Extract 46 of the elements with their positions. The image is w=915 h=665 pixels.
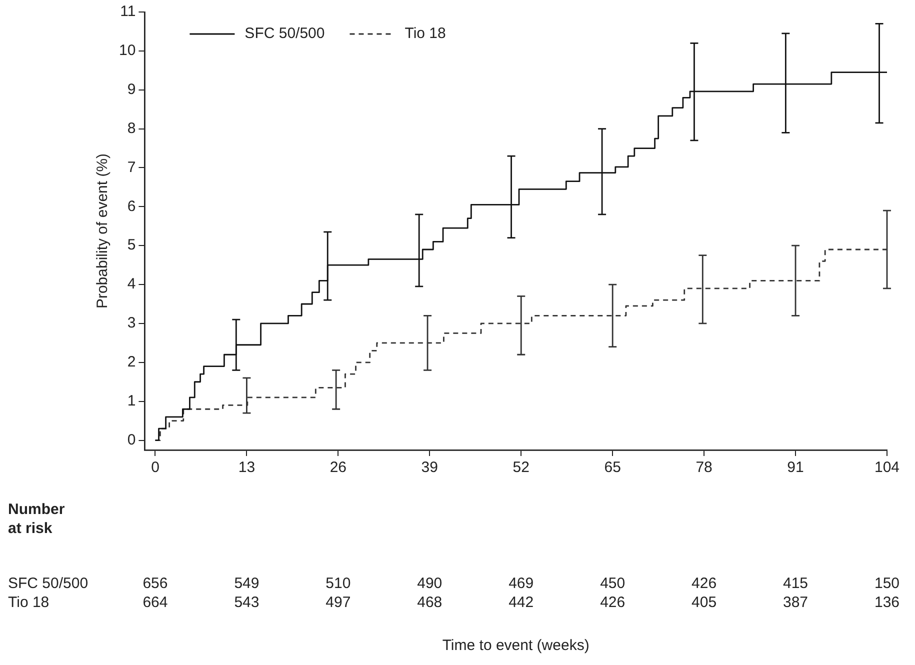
y-tick-label: 2 xyxy=(127,354,136,371)
y-tick-label: 5 xyxy=(127,236,136,254)
y-tick-label: 9 xyxy=(127,81,136,98)
legend-label: Tio 18 xyxy=(404,25,446,42)
text: 450 xyxy=(600,575,626,592)
y-tick-label: 11 xyxy=(120,3,136,20)
text: 490 xyxy=(417,575,442,592)
text: 405 xyxy=(692,594,717,611)
text: 387 xyxy=(783,594,808,611)
text: 468 xyxy=(417,594,442,611)
y-tick-label: 6 xyxy=(127,198,136,215)
x-tick-label: 39 xyxy=(421,459,438,476)
text: 543 xyxy=(234,594,260,611)
y-tick-label: 10 xyxy=(118,42,136,60)
x-tick-label: 26 xyxy=(330,459,347,476)
text: 136 xyxy=(874,594,900,611)
text: 426 xyxy=(600,594,626,611)
y-tick-label: 3 xyxy=(127,314,136,332)
text: 549 xyxy=(234,575,260,592)
text: 497 xyxy=(326,594,351,611)
x-tick-label: 0 xyxy=(151,459,160,476)
y-tick-label: 4 xyxy=(127,276,136,293)
x-tick-label: 104 xyxy=(874,459,900,476)
text: 150 xyxy=(874,575,900,592)
text: SFC 50/500 xyxy=(8,575,88,592)
y-tick-label: 7 xyxy=(127,158,136,176)
x-tick-label: 52 xyxy=(512,459,530,476)
text: Tio 18 xyxy=(8,594,50,611)
text: 510 xyxy=(326,575,351,592)
legend-label: SFC 50/500 xyxy=(244,25,325,42)
x-tick-label: 13 xyxy=(238,459,256,476)
y-tick-label: 1 xyxy=(127,392,136,410)
y-axis-title: Probability of event (%) xyxy=(94,153,112,309)
text: Time to event (weeks) xyxy=(442,637,590,654)
text: Number at risk xyxy=(8,500,66,538)
y-tick-label: 8 xyxy=(127,120,136,137)
text: 664 xyxy=(142,594,168,611)
text: 656 xyxy=(142,575,168,592)
text: 469 xyxy=(508,575,534,592)
x-tick-label: 91 xyxy=(787,459,804,476)
text: 415 xyxy=(783,575,808,592)
x-tick-label: 65 xyxy=(604,459,621,476)
text: 442 xyxy=(508,594,534,611)
text: 426 xyxy=(692,575,717,592)
y-tick-label: 0 xyxy=(127,431,136,448)
x-tick-label: 78 xyxy=(696,459,712,476)
